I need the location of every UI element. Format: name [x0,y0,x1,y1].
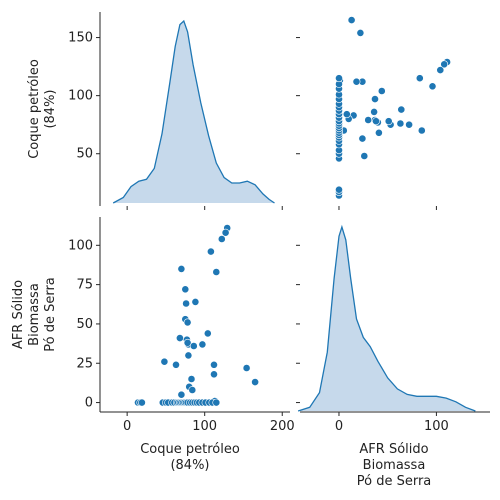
scatter-point [160,357,169,366]
scatter-point [206,247,215,256]
y-tick-label: 150 [68,31,93,46]
scatter-point [342,110,351,119]
scatter-point [335,185,343,194]
scatter-point [191,297,200,306]
scatter-point [210,370,218,379]
x-axis-label: Coque petróleo [140,442,240,457]
scatter-point [436,66,445,74]
scatter-point [181,285,190,294]
scatter-point [417,126,426,135]
scatter-point [440,60,449,69]
scatter-point [187,375,196,383]
scatter-point [415,74,424,83]
scatter-panel-coque-vs-afr: 0 25 50 75 100 0 100 200 [68,217,295,434]
scatter-point [242,364,251,372]
kde-area [113,21,275,203]
scatter-panel-afr-vs-coque [296,16,451,210]
scatter-point [397,105,406,114]
y-tick-label: 100 [68,89,93,104]
scatter-point [189,342,198,350]
y-tick-label: 75 [76,278,93,293]
x-tick-label: 200 [270,419,295,434]
scatter-point [251,378,259,386]
scatter-point [198,340,207,349]
x-axis-label: AFR Sólido [359,442,428,457]
scatter-point [137,398,146,407]
y-tick-label: 0 [85,396,93,411]
scatter-point [182,299,190,308]
x-axis-label: (84%) [170,458,209,473]
scatter-point [183,338,192,347]
x-tick-label: 100 [424,419,449,434]
x-tick-label: 0 [335,419,343,434]
scatter-point [203,329,212,338]
scatter-point [212,268,221,276]
x-tick-label: 0 [123,419,131,434]
scatter-point [356,29,365,37]
y-axis-label: AFR Sólido [11,280,26,349]
x-tick-label: 100 [192,419,217,434]
scatter-point [217,235,226,243]
y-tick-label: 100 [68,238,93,253]
kde-area [298,227,476,411]
y-axis-label: Pó de Serra [43,277,58,352]
scatter-point [372,117,380,126]
scatter-point [374,128,383,137]
y-axis-label: (84%) [43,89,58,128]
y-tick-label: 25 [76,356,93,371]
scatter-point [377,87,386,95]
y-tick-label: 50 [76,317,93,332]
scatter-point [212,398,221,407]
scatter-point [428,82,437,91]
scatter-point [183,318,192,327]
scatter-point [358,134,367,143]
scatter-point [360,152,369,160]
kde-line [112,19,275,204]
scatter-point [352,77,361,86]
scatter-point [364,116,373,124]
kde-panel-afr-solido: 0 100 [296,224,490,434]
scatter-point [370,108,378,116]
scatter-point [221,228,230,237]
scatter-point [177,390,186,399]
scatter-point [384,117,393,126]
scatter-point [184,351,193,360]
scatter-point [172,360,180,369]
scatter-point [335,74,343,83]
scatter-point [405,120,413,129]
scatter-point [396,119,405,128]
scatter-point [188,386,197,394]
y-tick-label: 50 [76,147,93,162]
scatter-point [371,95,379,103]
scatter-point [177,264,186,273]
axis-labels: Coque petróleo(84%)AFR SólidoBiomassaPó … [11,59,431,489]
y-axis-label: Biomassa [27,283,42,346]
scatter-point [175,334,184,342]
x-axis-label: Pó de Serra [357,474,432,489]
x-axis-label: Biomassa [363,458,426,473]
kde-line [297,224,476,412]
scatter-point [210,360,218,369]
kde-panel-coque-petroleo: 50 100 150 [68,12,283,210]
y-axis-label: Coque petróleo [27,59,42,159]
scatter-point [347,16,356,24]
